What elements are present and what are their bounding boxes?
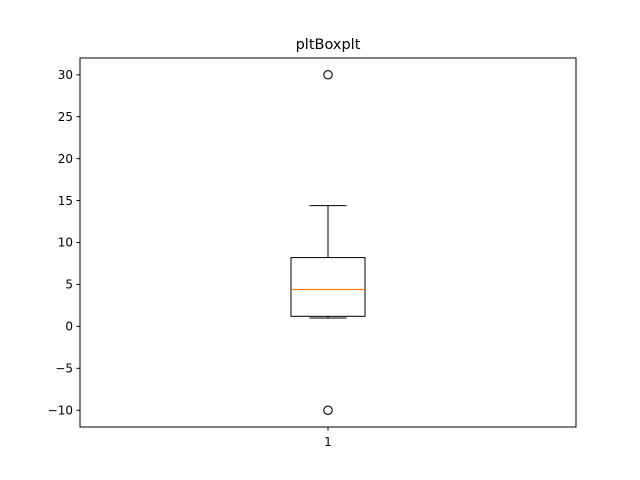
plot-area: −10 −5 0 5 10 15 20 25 30 1 <box>48 68 366 449</box>
y-tick-label: 5 <box>65 278 73 292</box>
axes-frame <box>79 57 577 428</box>
box-iqr <box>290 257 366 317</box>
y-tick-label: 30 <box>58 68 73 82</box>
y-tick-label: 25 <box>58 110 73 124</box>
y-tick-label: 10 <box>58 236 73 250</box>
y-tick-label: 0 <box>65 320 73 334</box>
flier-point <box>323 405 333 415</box>
chart-title: pltBoxplt <box>296 37 361 53</box>
y-tick-label: −5 <box>55 361 73 375</box>
flier-point <box>323 70 333 80</box>
x-tick-label: 1 <box>324 435 332 449</box>
y-tick-label: −10 <box>48 403 73 417</box>
y-tick-label: 15 <box>58 194 73 208</box>
y-tick-label: 20 <box>58 152 73 166</box>
